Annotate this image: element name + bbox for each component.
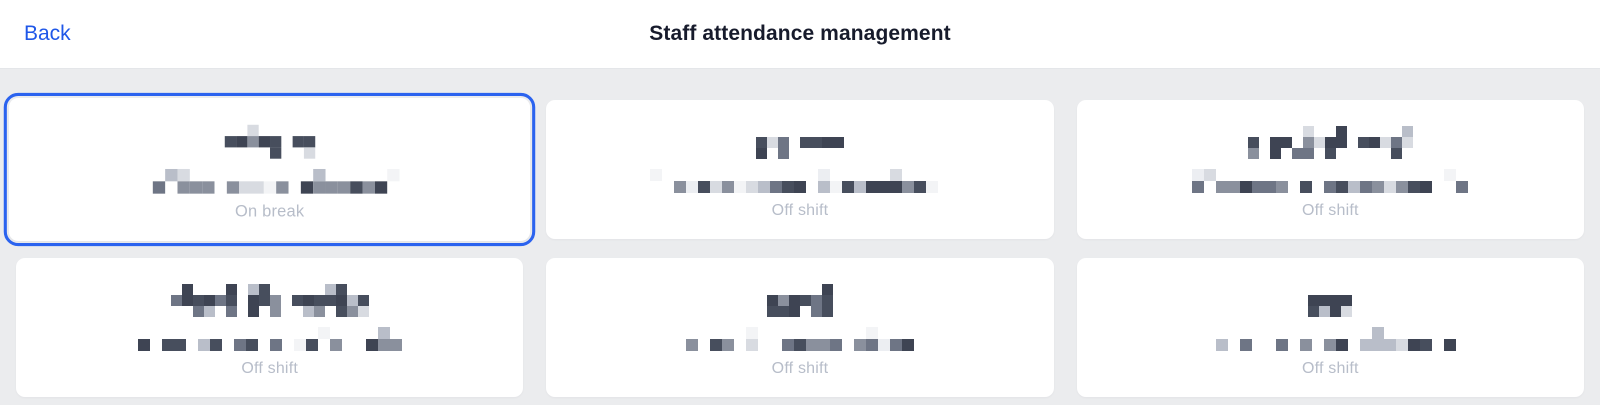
staff-card[interactable]: Off shift <box>1076 258 1584 397</box>
staff-card[interactable]: Off shift <box>1076 100 1584 239</box>
staff-status: On break <box>235 202 305 221</box>
staff-subtitle-redacted <box>1204 327 1457 351</box>
staff-subtitle-redacted <box>140 168 400 194</box>
staff-card[interactable]: On break <box>3 92 536 247</box>
staff-status: Off shift <box>771 202 829 219</box>
staff-subtitle-redacted <box>638 169 962 193</box>
staff-grid: On break Off shift Off shift Off shift O… <box>0 69 1600 405</box>
staff-subtitle-redacted <box>137 327 402 351</box>
staff-subtitle-redacted <box>1192 169 1469 193</box>
staff-status: Off shift <box>771 360 829 377</box>
back-button[interactable]: Back <box>24 22 71 45</box>
staff-name-redacted <box>1247 126 1413 159</box>
header: Back Staff attendance management <box>0 0 1600 69</box>
staff-name-redacted <box>766 284 833 317</box>
staff-name-redacted <box>170 284 369 317</box>
staff-card[interactable]: Off shift <box>546 100 1054 239</box>
staff-card[interactable]: Off shift <box>546 258 1054 397</box>
staff-subtitle-redacted <box>685 327 914 351</box>
staff-card[interactable]: Off shift <box>16 258 524 397</box>
staff-status: Off shift <box>1302 202 1359 219</box>
staff-name-redacted <box>755 126 844 159</box>
staff-status: Off shift <box>1302 360 1359 377</box>
staff-name-redacted <box>1308 284 1353 317</box>
staff-name-redacted <box>224 124 315 159</box>
staff-status: Off shift <box>241 360 298 377</box>
page-title: Staff attendance management <box>649 22 951 45</box>
